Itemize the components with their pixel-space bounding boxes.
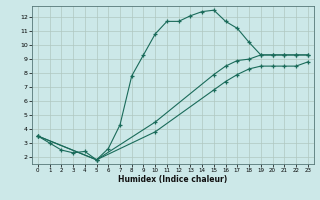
X-axis label: Humidex (Indice chaleur): Humidex (Indice chaleur) bbox=[118, 175, 228, 184]
